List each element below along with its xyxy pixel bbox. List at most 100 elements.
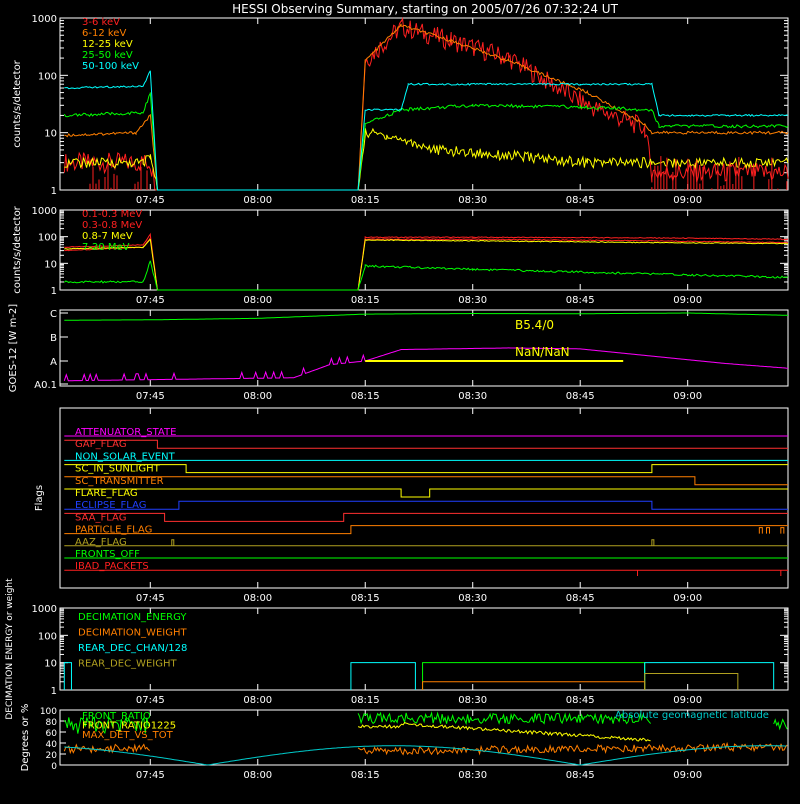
decimation-step [350, 662, 416, 690]
series-line-3 [63, 260, 789, 291]
y-axis-label: Flags [34, 485, 45, 511]
flag-pulse [780, 527, 785, 534]
x-tick-label: 08:15 [351, 295, 380, 306]
y-tick-label: 100 [38, 233, 57, 244]
y-axis-label: counts/s/detector [12, 59, 23, 147]
legend-entry: DECIMATION_ENERGY [78, 612, 187, 623]
panels: 07:45 08:00 08:15 08:30 08:45 09:00 counts/s/d… [5, 14, 789, 781]
y-tick-label: 10 [44, 129, 57, 140]
panel-1: 07:45 08:00 08:15 08:30 08:45 09:00 counts/s/d… [12, 14, 789, 206]
panel-frame [59, 407, 789, 589]
panel-frame [59, 607, 789, 691]
x-tick-label: 08:00 [243, 295, 272, 306]
x-tick-label: 08:15 [351, 593, 380, 604]
flag-label: ATTENUATOR_STATE [75, 427, 176, 438]
x-tick-label: 08:15 [351, 770, 380, 781]
flag-pulse [758, 527, 763, 534]
flag-trace [64, 500, 788, 510]
front-ratio-1225-line [357, 722, 651, 742]
legend-entry: 0.1-0.3 MeV [82, 209, 142, 220]
x-tick-label: 08:30 [458, 770, 487, 781]
x-tick-label: 08:00 [243, 195, 272, 206]
y-tick-label: 10 [44, 259, 57, 270]
flag-label: FLARE_FLAG [75, 488, 138, 499]
y-tick-label: 100 [40, 707, 57, 717]
x-tick-label: 08:45 [566, 770, 595, 781]
goes-series-1 [63, 347, 789, 382]
x-tick-label: 07:45 [136, 770, 165, 781]
x-tick-label: 08:00 [243, 695, 272, 706]
x-tick-label: 07:45 [136, 695, 165, 706]
x-tick-label: 08:00 [243, 770, 272, 781]
geomagnetic-latitude-line [64, 745, 787, 766]
x-tick-label: 08:00 [243, 391, 272, 402]
x-tick-label: 08:45 [566, 195, 595, 206]
y-tick-label: B [50, 333, 57, 344]
flag-trace [64, 439, 788, 449]
legend-entry: FRONT_RATIO [82, 711, 151, 722]
panel-3: 07:45 08:00 08:15 08:30 08:45 09:00 GOES-12 [W… [8, 304, 789, 402]
front-ratio-line [357, 711, 651, 726]
legend-entry: MAX_DET_VS_TOT [82, 730, 174, 741]
legend-entry: 0.8-7 MeV [82, 231, 133, 242]
flag-label: ECLIPSE_FLAG [75, 500, 146, 511]
goes-series-0 [64, 312, 788, 321]
legend-entry: REAR_DEC_CHAN/128 [78, 643, 187, 654]
y-tick-label: 1 [51, 186, 57, 197]
x-tick-label: 08:45 [566, 695, 595, 706]
legend-entry: 7-20 MeV [82, 242, 130, 253]
y-tick-label: C [50, 309, 57, 320]
decimation-step [644, 673, 739, 690]
x-tick-label: 08:30 [458, 695, 487, 706]
max-det-line [63, 743, 151, 755]
y-axis-label: counts/s/detector [12, 205, 23, 293]
flag-pulse [766, 527, 771, 534]
x-tick-label: 09:00 [673, 295, 702, 306]
legend-entry: 12-25 keV [82, 39, 133, 50]
flag-trace [64, 525, 788, 535]
y-tick-label: 60 [46, 729, 58, 739]
x-tick-label: 08:30 [458, 593, 487, 604]
x-tick-label: 08:45 [566, 295, 595, 306]
panel-6: 07:45 08:00 08:15 08:30 08:45 09:00 Degrees or… [20, 704, 789, 781]
front-ratio-line [773, 718, 788, 731]
x-tick-label: 09:00 [673, 770, 702, 781]
x-tick-label: 09:00 [673, 391, 702, 402]
flag-label: SC_IN_SUNLIGHT [75, 464, 161, 475]
flag-trace [64, 476, 788, 486]
flag-pulse [171, 539, 175, 546]
y-tick-label: 80 [46, 718, 58, 728]
panel-frame [59, 709, 789, 766]
flag-label: NON_SOLAR_EVENT [75, 451, 176, 462]
y-tick-label: 1000 [32, 206, 57, 217]
flag-label: SC_TRANSMITTER [75, 476, 164, 487]
panel-frame [59, 17, 789, 191]
x-tick-label: 08:30 [458, 295, 487, 306]
figure-title: HESSI Observing Summary, starting on 200… [232, 2, 618, 16]
y-tick-label: 10 [44, 659, 57, 670]
y-tick-label: A0.1 [34, 380, 57, 391]
x-tick-label: 08:15 [351, 391, 380, 402]
x-tick-label: 09:00 [673, 695, 702, 706]
series-line-4 [64, 70, 789, 191]
x-tick-label: 07:45 [136, 391, 165, 402]
x-tick-label: 07:45 [136, 195, 165, 206]
legend-entry: 25-50 keV [82, 50, 133, 61]
panel-2: 07:45 08:00 08:15 08:30 08:45 09:00 counts/s/d… [12, 205, 789, 306]
flag-label: AAZ_FLAG [75, 537, 127, 548]
flag-label: GAP_FLAG [75, 439, 127, 450]
y-tick-label: 100 [38, 631, 57, 642]
decimation-step [63, 662, 72, 690]
x-tick-label: 08:30 [458, 195, 487, 206]
x-tick-label: 07:45 [136, 593, 165, 604]
y-tick-label: A [50, 357, 57, 368]
y-tick-label: 1000 [32, 604, 57, 615]
max-det-line [357, 741, 788, 756]
panel-frame [59, 309, 789, 387]
legend-entry: REAR_DEC_WEIGHT [78, 659, 177, 670]
flag-trace [64, 488, 788, 498]
flag-trace [64, 512, 788, 522]
y-tick-label: 1000 [32, 14, 57, 25]
y-tick-label: 20 [46, 751, 58, 761]
